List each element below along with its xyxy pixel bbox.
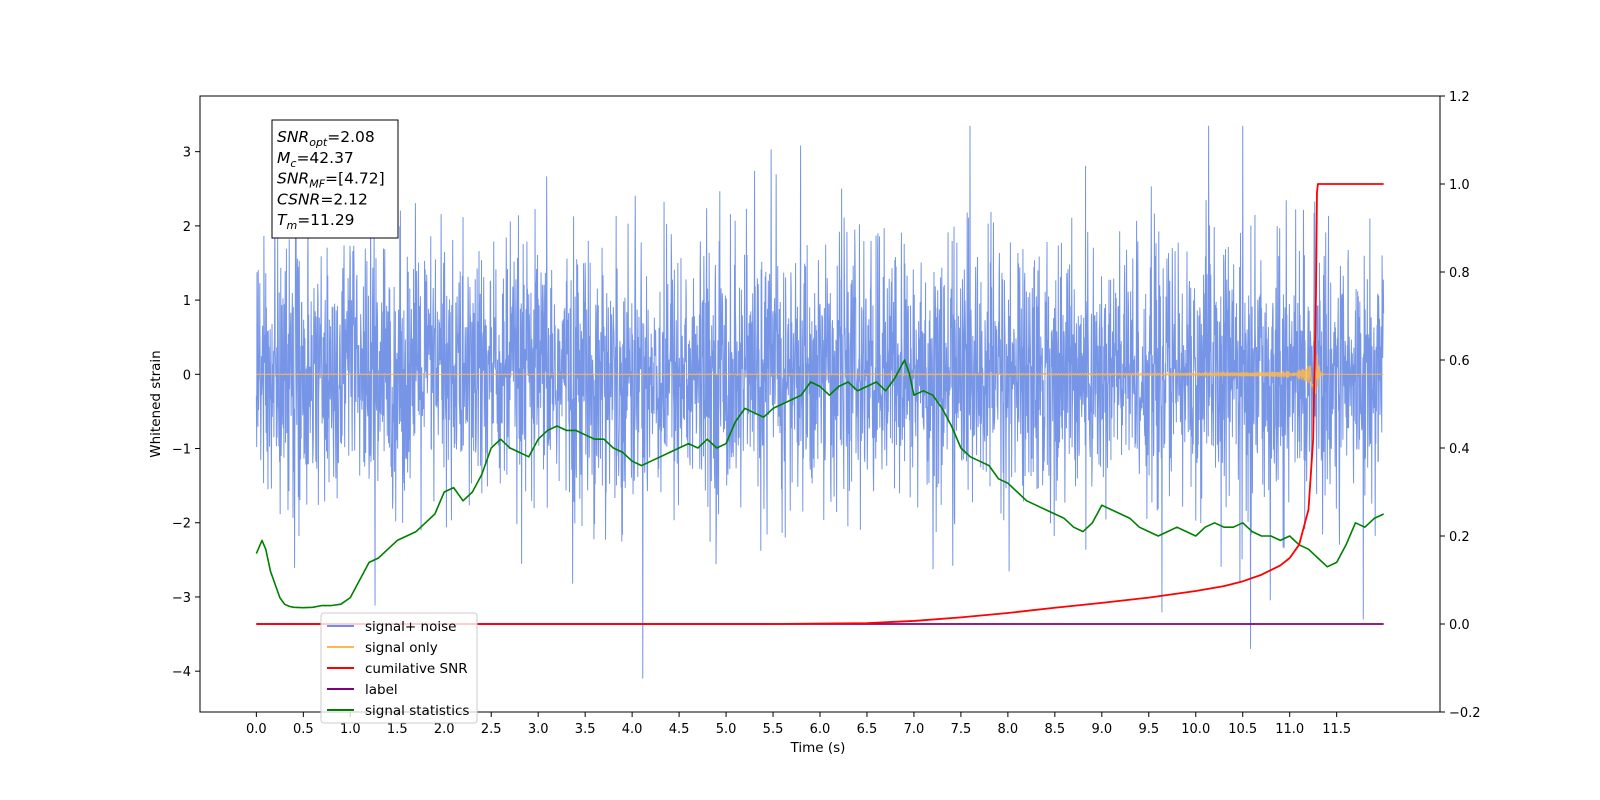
- legend-label: signal only: [365, 640, 438, 656]
- annotation-frame: [271, 119, 399, 239]
- legend-label: label: [365, 682, 398, 698]
- legend-label: cumilative SNR: [365, 661, 468, 677]
- y-tick-label: −4: [172, 665, 191, 680]
- x-tick-label: 3.5: [575, 722, 596, 737]
- y-tick-label: 2: [183, 220, 191, 235]
- x-tick-label: 11.5: [1322, 722, 1351, 737]
- y-axis-right: 1.2 1.0 0.8 0.6 0.4 0.2 0.0 −0.2: [1440, 90, 1481, 721]
- x-tick-label: 3.0: [528, 722, 549, 737]
- series-layer: [255, 125, 1385, 679]
- annotation-line: CSNR=2.12: [277, 190, 368, 208]
- y-tick-label: 3: [183, 146, 191, 161]
- x-tick-label: 0.0: [246, 722, 267, 737]
- annotation-line: SNRopt=2.08: [277, 128, 375, 149]
- x-tick-label: 9.5: [1138, 722, 1159, 737]
- x-tick-label: 10.0: [1181, 722, 1210, 737]
- y2-tick-label: 0.4: [1449, 442, 1470, 457]
- x-tick-label: 4.5: [669, 722, 690, 737]
- x-tick-label: 1.5: [387, 722, 408, 737]
- y-axis-label: Whitened strain: [148, 350, 164, 457]
- y2-tick-label: 0.6: [1449, 354, 1470, 369]
- x-tick-label: 11.0: [1275, 722, 1304, 737]
- x-axis: 0.0 0.5 1.0 1.5 2.0 2.5 3.0 3.5 4.0 4.5 5.0 5.5 6.0 6…: [246, 712, 1351, 737]
- legend-frame: [320, 612, 478, 724]
- y-tick-label: 1: [183, 294, 191, 309]
- x-tick-label: 9.0: [1091, 722, 1112, 737]
- x-axis-label: Time (s): [790, 740, 846, 756]
- x-tick-label: 5.5: [763, 722, 784, 737]
- legend: signal+ noise signal only cumilative SNR la…: [320, 612, 478, 724]
- annotation-line: SNRMF=[4.72]: [277, 170, 385, 191]
- y-tick-label: −2: [172, 517, 191, 532]
- series-cumulative-snr: [256, 183, 1384, 625]
- x-tick-label: 8.5: [1045, 722, 1066, 737]
- x-tick-label: 2.5: [481, 722, 502, 737]
- x-tick-label: 2.0: [434, 722, 455, 737]
- series-signal-only: [256, 354, 1384, 394]
- series-signal-noise: [255, 125, 1385, 679]
- x-tick-label: 7.0: [904, 722, 925, 737]
- x-tick-label: 6.5: [857, 722, 878, 737]
- annotation-line: Tm=11.29: [277, 211, 355, 232]
- y-axis-left: 3 2 1 0 −1 −2 −3 −4: [172, 146, 200, 680]
- y-tick-label: −3: [172, 591, 191, 606]
- x-tick-label: 7.5: [951, 722, 972, 737]
- x-tick-label: 6.0: [810, 722, 831, 737]
- x-tick-label: 4.0: [622, 722, 643, 737]
- x-tick-label: 10.5: [1228, 722, 1257, 737]
- x-tick-label: 0.5: [293, 722, 314, 737]
- y2-tick-label: 1.2: [1449, 90, 1470, 105]
- y-tick-label: 0: [183, 368, 191, 383]
- y2-tick-label: 0.0: [1449, 618, 1470, 633]
- series-signal-statistics: [255, 359, 1384, 609]
- annotation-box: SNRopt=2.08Mc=42.37SNRMF=[4.72]CSNR=2.12…: [271, 119, 399, 239]
- x-tick-label: 1.0: [340, 722, 361, 737]
- y2-tick-label: 0.8: [1449, 266, 1470, 281]
- y2-tick-label: 1.0: [1449, 178, 1470, 193]
- legend-label: signal+ noise: [365, 619, 456, 635]
- x-tick-label: 8.0: [998, 722, 1019, 737]
- y2-tick-label: 0.2: [1449, 530, 1470, 545]
- annotation-line: Mc=42.37: [277, 149, 354, 170]
- legend-label: signal statistics: [365, 703, 469, 719]
- x-tick-label: 5.0: [716, 722, 737, 737]
- y2-tick-label: −0.2: [1449, 706, 1481, 721]
- y-tick-label: −1: [172, 443, 191, 458]
